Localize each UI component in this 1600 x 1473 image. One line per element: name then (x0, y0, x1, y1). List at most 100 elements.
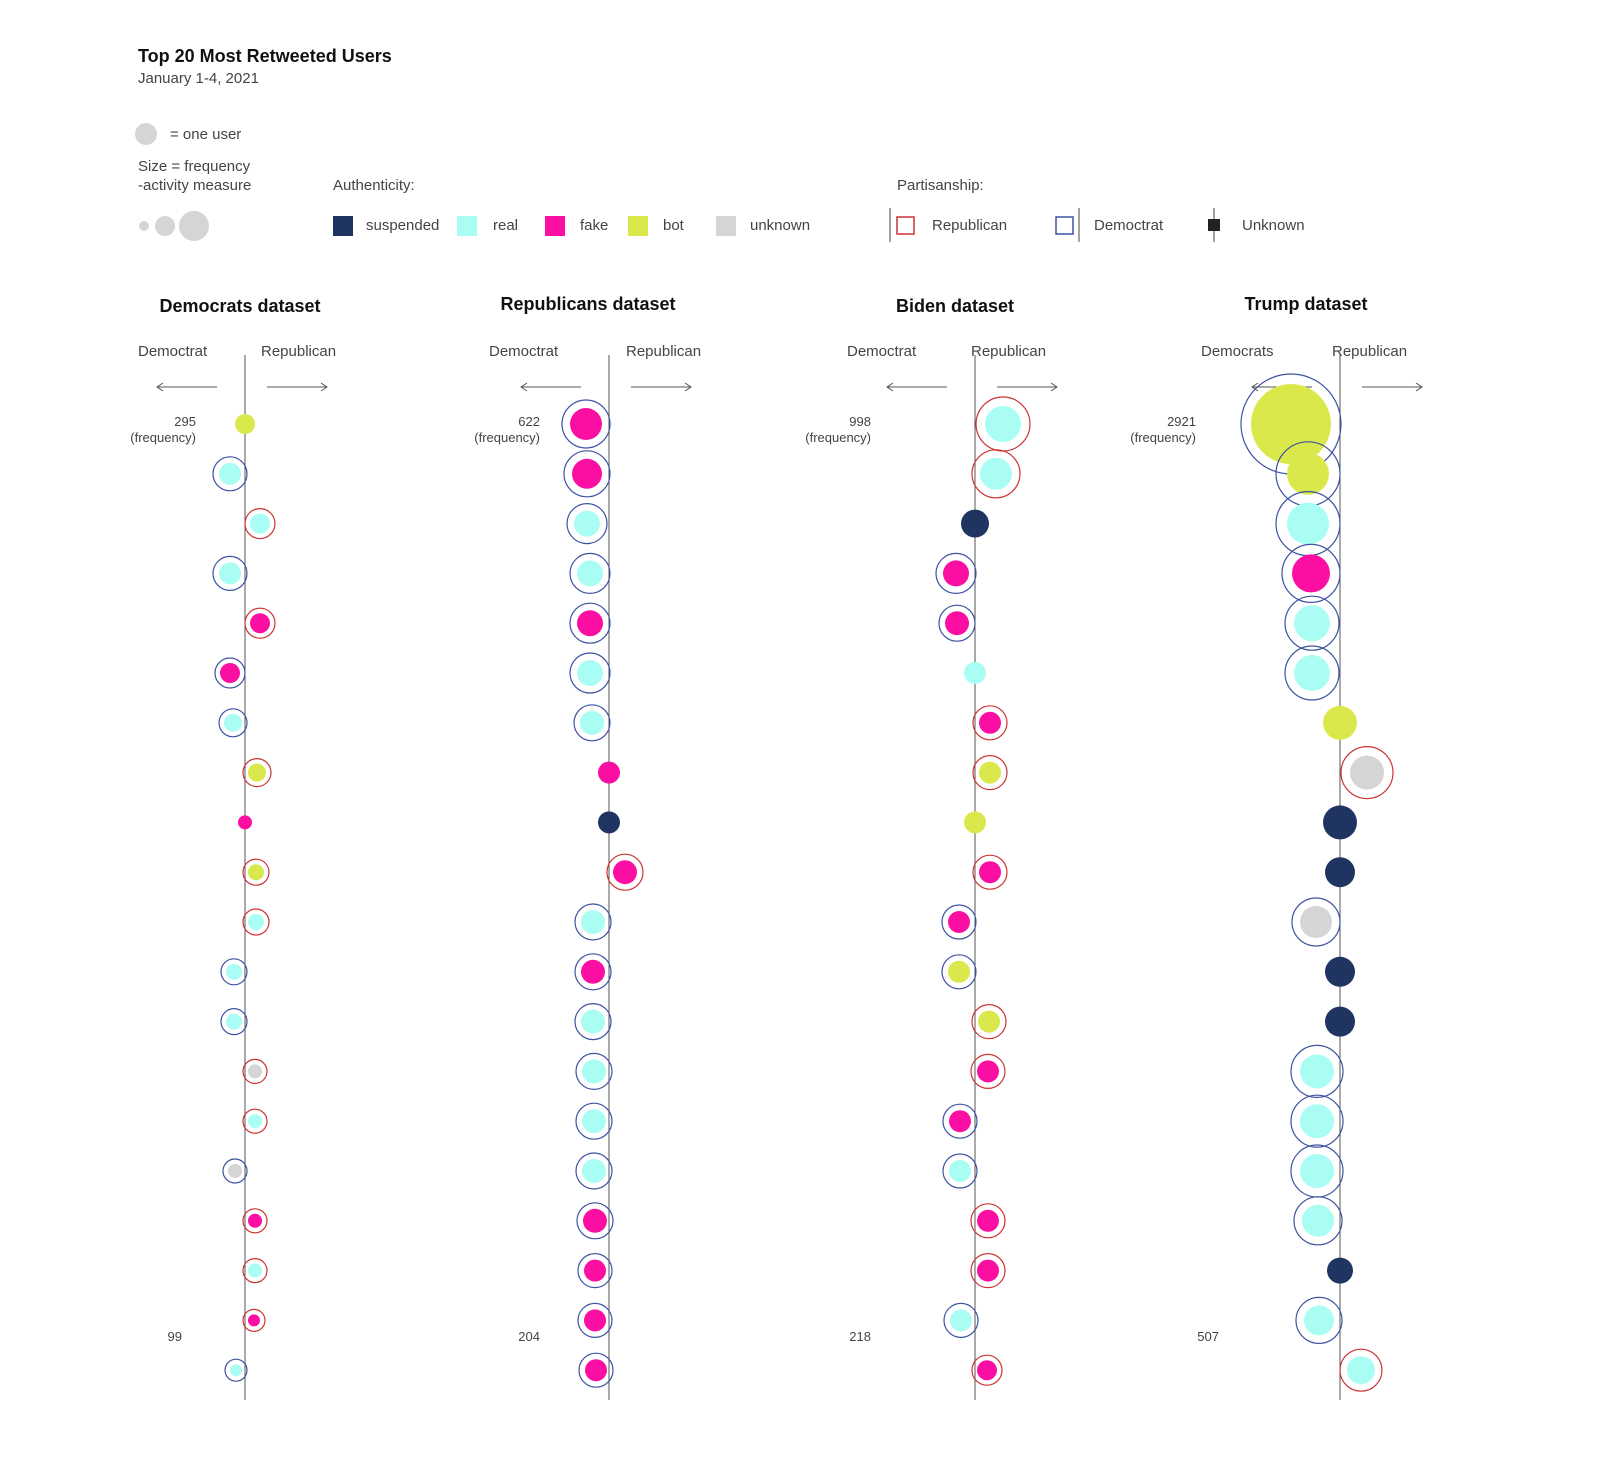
trump-panel-left-label: Democrats (1201, 343, 1274, 360)
biden-right-arrowhead-icon (1050, 382, 1058, 392)
democrats-right-arrowhead-icon (320, 382, 328, 392)
republicans-user-7-partisan-ring (573, 704, 611, 742)
trump-user-12-bubble (1325, 956, 1355, 987)
biden-top-value: 998 (849, 414, 871, 429)
biden-user-2-partisan-ring (971, 449, 1021, 499)
democrats-user-14-partisan-ring (242, 1058, 268, 1085)
democrats-user-19-partisan-ring (242, 1308, 266, 1333)
chart-subtitle: January 1-4, 2021 (138, 70, 259, 87)
democrat-legend-symbol (1055, 208, 1080, 242)
democrats-user-16-partisan-ring (222, 1158, 248, 1184)
biden-user-7-bubble (979, 711, 1001, 734)
democrats-user-7-bubble (224, 713, 242, 732)
republicans-left-arrowhead-icon (520, 382, 528, 392)
size-legend-line2: -activity measure (138, 177, 252, 194)
democrats-panel-right-label: Republican (261, 343, 337, 360)
republicans-user-20-bubble (585, 1359, 607, 1382)
biden-user-18-bubble (977, 1259, 999, 1282)
biden-user-13-bubble (978, 1010, 1000, 1033)
suspended-swatch (333, 216, 353, 236)
republicans-user-11-partisan-ring (574, 903, 612, 941)
biden-left-arrowhead-icon (886, 382, 894, 392)
republicans-user-14-partisan-ring (575, 1052, 613, 1091)
trump-user-16-bubble (1300, 1154, 1334, 1188)
unknown-legend-label: unknown (750, 217, 811, 234)
biden-user-14-partisan-ring (970, 1053, 1006, 1090)
republicans-user-6-partisan-ring (569, 652, 611, 694)
democrats-user-11-partisan-ring (242, 908, 270, 936)
republicans-panel-right-label: Republican (626, 343, 702, 360)
trump-user-19-bubble (1304, 1305, 1334, 1336)
democrats-user-17-partisan-ring (242, 1208, 268, 1234)
bot-swatch (628, 216, 648, 236)
trump-user-14-partisan-ring (1290, 1044, 1344, 1099)
partisanship-legend-title: Partisanship: (897, 177, 984, 194)
republicans-dataset-title: Republicans dataset (500, 294, 676, 314)
trump-user-9-bubble (1323, 805, 1357, 840)
republicans-top-value: 622 (518, 414, 540, 429)
democrats-user-10-bubble (248, 864, 264, 881)
trump-user-3-bubble (1287, 502, 1329, 545)
democrats-top-value: 295 (174, 414, 196, 429)
republicans-user-18-bubble (584, 1259, 606, 1282)
republicans-user-3-partisan-ring (566, 502, 608, 545)
trump-user-17-bubble (1302, 1204, 1334, 1237)
trump-user-11-bubble (1300, 906, 1332, 938)
unknown-party-legend-symbol (1208, 208, 1220, 242)
trump-right-arrowhead-icon (1415, 382, 1423, 392)
biden-user-12-bubble (948, 960, 970, 983)
democrats-user-20-partisan-ring (224, 1358, 248, 1382)
biden-user-4-partisan-ring (935, 552, 977, 595)
democrats-user-11-bubble (248, 914, 264, 930)
trump-user-5-bubble (1294, 605, 1330, 642)
republicans-user-1-bubble (570, 408, 602, 440)
trump-dataset-title: Trump dataset (1244, 294, 1368, 314)
democrats-user-3-bubble (250, 513, 270, 534)
trump-top-value-note: (frequency) (1130, 430, 1196, 445)
democrats-user-6-bubble (220, 663, 240, 683)
biden-user-17-partisan-ring (970, 1203, 1006, 1239)
biden-user-5-partisan-ring (938, 604, 976, 642)
trump-user-1-bubble (1251, 384, 1331, 464)
republicans-top-value-note: (frequency) (474, 430, 540, 445)
republicans-user-20-partisan-ring (578, 1352, 614, 1388)
biden-user-11-bubble (948, 911, 970, 933)
republicans-top-frequency: 622 (frequency) (474, 414, 540, 446)
republicans-user-15-partisan-ring (575, 1102, 613, 1140)
republicans-user-9-bubble (598, 811, 620, 834)
democrats-user-12-bubble (226, 963, 242, 980)
biden-user-19-partisan-ring (943, 1302, 979, 1339)
democrats-bottom-frequency: 99 (167, 1329, 182, 1344)
biden-user-20-bubble (977, 1360, 997, 1381)
republicans-user-16-bubble (582, 1159, 606, 1183)
trump-user-18-bubble (1327, 1257, 1353, 1284)
republicans-user-17-bubble (583, 1208, 607, 1233)
democrats-user-13-partisan-ring (220, 1007, 248, 1036)
size-legend-line1: Size = frequency (138, 158, 251, 175)
trump-user-15-partisan-ring (1290, 1094, 1344, 1148)
trump-user-2-bubble (1287, 452, 1329, 495)
democrats-user-14-bubble (248, 1064, 262, 1079)
trump-bottom-frequency: 507 (1197, 1329, 1219, 1344)
real-swatch (457, 216, 477, 236)
democrats-user-20-bubble (230, 1364, 242, 1377)
trump-user-19-partisan-ring (1295, 1296, 1343, 1345)
republicans-user-11-bubble (581, 910, 605, 934)
trump-user-20-partisan-ring (1339, 1348, 1383, 1392)
democrats-left-arrowhead-icon (156, 382, 164, 392)
democrats-user-10-partisan-ring (242, 858, 270, 886)
democrats-user-5-bubble (250, 613, 270, 634)
biden-user-20-partisan-ring (971, 1354, 1003, 1386)
republicans-user-12-bubble (581, 959, 605, 984)
size-legend-dots (139, 211, 209, 241)
republicans-bottom-frequency: 204 (518, 1329, 540, 1344)
authenticity-legend-title: Authenticity: (333, 177, 415, 194)
biden-user-6-bubble (964, 662, 986, 684)
biden-dataset-title: Biden dataset (895, 296, 1015, 316)
trump-user-17-partisan-ring (1293, 1196, 1343, 1246)
trump-user-11-partisan-ring (1291, 897, 1341, 947)
republicans-user-15-bubble (582, 1109, 606, 1134)
biden-user-10-bubble (979, 861, 1001, 884)
biden-user-8-bubble (979, 761, 1001, 784)
